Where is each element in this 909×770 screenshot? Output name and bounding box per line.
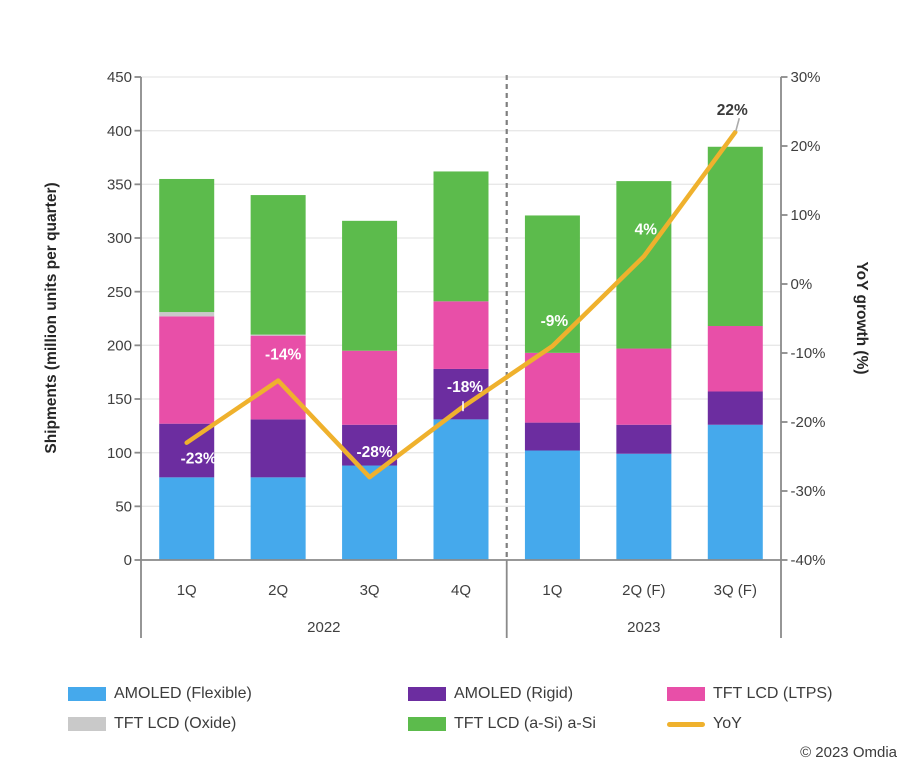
right-axis-tick-label: 10% (791, 207, 821, 224)
yoy-data-label: -9% (541, 313, 569, 330)
bar-segment-4-0 (159, 178, 215, 313)
left-axis-tick-label: 200 (107, 338, 132, 355)
bar-segment-0-2 (342, 465, 398, 560)
right-axis-title: YoY growth (%) (853, 261, 870, 374)
bar-segment-0-1 (250, 477, 306, 560)
right-axis-tick-label: -20% (791, 414, 826, 431)
left-axis-tick-label: 450 (107, 69, 132, 86)
bar-segment-2-3 (433, 301, 489, 369)
category-label: 2Q (F) (622, 582, 665, 599)
legend-swatch-amoled-rigid (408, 687, 446, 701)
category-label: 1Q (542, 582, 562, 599)
yoy-data-label: -23% (181, 451, 217, 468)
left-axis-tick-label: 50 (115, 499, 132, 516)
legend-label: TFT LCD (LTPS) (713, 685, 833, 702)
yoy-data-label: -28% (356, 444, 392, 461)
bar-segment-4-4 (524, 215, 580, 353)
category-label: 3Q (360, 582, 380, 599)
category-label: 3Q (F) (714, 582, 757, 599)
legend-label: TFT LCD (a-Si) a-Si (454, 715, 596, 732)
group-year-label: 2023 (627, 619, 660, 636)
left-axis-tick-label: 250 (107, 284, 132, 301)
bar-segment-0-4 (524, 450, 580, 560)
group-year-label: 2022 (307, 619, 340, 636)
bar-segment-2-5 (616, 348, 672, 425)
bar-segment-0-6 (707, 424, 763, 560)
left-axis-tick-label: 0 (124, 552, 132, 569)
bar-segment-4-5 (616, 181, 672, 349)
yoy-label-leader (735, 117, 741, 132)
right-axis-tick-label: -40% (791, 552, 826, 569)
legend-swatch-amoled-flexible (68, 687, 106, 701)
legend-item-amoled-flexible: AMOLED (Flexible) (68, 684, 252, 704)
yoy-data-label: 22% (717, 102, 748, 119)
legend-label: YoY (713, 715, 742, 732)
legend-swatch-tft-lcd-oxide (68, 717, 106, 731)
bar-segment-2-0 (159, 316, 215, 424)
legend-swatch-yoy-line (667, 721, 705, 727)
bar-segment-1-6 (707, 391, 763, 425)
bar-segment-4-1 (250, 195, 306, 335)
bar-segment-2-1 (250, 335, 306, 420)
right-axis-tick-label: 20% (791, 138, 821, 155)
bar-segment-4-3 (433, 171, 489, 302)
bar-segment-0-5 (616, 453, 672, 560)
bar-segment-2-2 (342, 350, 398, 425)
bar-segment-3-0 (159, 312, 215, 317)
bar-segment-0-0 (159, 477, 215, 560)
yoy-data-label: 4% (635, 221, 658, 238)
left-axis-title: Shipments (million units per quarter) (43, 182, 60, 453)
bar-segment-0-3 (433, 419, 489, 560)
legend-item-tft-lcd-asi: TFT LCD (a-Si) a-Si (408, 714, 596, 734)
left-axis-tick-label: 150 (107, 391, 132, 408)
bar-segment-2-4 (524, 352, 580, 423)
bar-segment-1-5 (616, 424, 672, 454)
category-label: 2Q (268, 582, 288, 599)
left-axis-tick-label: 300 (107, 230, 132, 247)
legend-item-yoy: YoY (667, 714, 742, 734)
yoy-line (184, 129, 738, 480)
legend-label: TFT LCD (Oxide) (114, 715, 237, 732)
yoy-data-label: -18% (447, 379, 483, 396)
legend-label: AMOLED (Rigid) (454, 685, 574, 702)
right-axis-tick-label: -30% (791, 483, 826, 500)
left-axis-tick-label: 400 (107, 123, 132, 140)
bar-segment-4-6 (707, 146, 763, 327)
legend-item-tft-lcd-oxide: TFT LCD (Oxide) (68, 714, 236, 734)
bar-segment-2-6 (707, 326, 763, 392)
right-axis-tick-label: 30% (791, 69, 821, 86)
legend-item-tft-lcd-ltps: TFT LCD (LTPS) (667, 684, 832, 704)
legend-item-amoled-rigid: AMOLED (Rigid) (408, 684, 573, 704)
left-axis-tick-label: 100 (107, 445, 132, 462)
legend-swatch-tft-lcd-asi (408, 717, 446, 731)
category-label: 4Q (451, 582, 471, 599)
category-label: 1Q (177, 582, 197, 599)
bar-segment-1-1 (250, 419, 306, 478)
bar-segment-1-4 (524, 422, 580, 451)
legend-label: AMOLED (Flexible) (114, 685, 252, 702)
right-axis-tick-label: 0% (791, 276, 813, 293)
shipments-yoy-combo-chart: 450 400 350 300 250 200 150 100 50 0 30% 20% 10% 0% -1… (43, 69, 870, 638)
left-axis-tick-label: 350 (107, 177, 132, 194)
copyright-text: © 2023 Omdia (800, 744, 897, 761)
right-axis-tick-label: -10% (791, 345, 826, 362)
yoy-data-label: -14% (265, 347, 301, 364)
bar-segment-4-2 (342, 220, 398, 351)
legend-swatch-tft-lcd-ltps (667, 687, 705, 701)
bar-segment-3-1 (250, 334, 306, 336)
